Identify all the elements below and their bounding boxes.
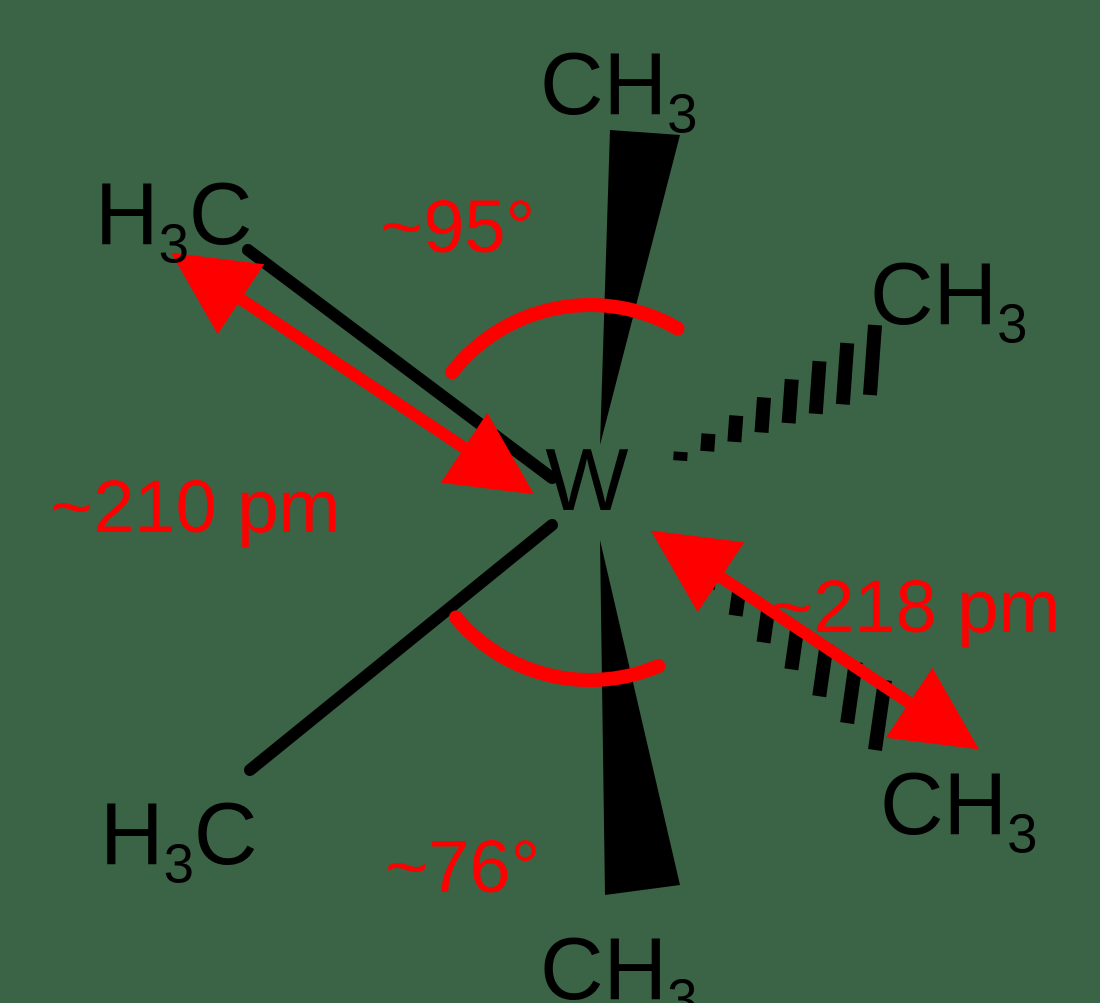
ligand-bottom-wedge: CH3 [540,925,697,1003]
ligand-lower-left: H3C [100,790,257,878]
annotation-angle-76: ~76° [385,830,540,904]
annotation-len-210: ~210 pm [50,470,340,544]
annotation-angle-95: ~95° [380,190,535,264]
ligand-upper-right-hash: CH3 [870,250,1027,338]
center-atom: W [545,436,628,524]
ligand-top-wedge: CH3 [540,40,697,128]
annotation-len-218: ~218 pm [770,570,1060,644]
ligand-lower-right-hash: CH3 [880,760,1037,848]
ligand-upper-left: H3C [95,170,252,258]
